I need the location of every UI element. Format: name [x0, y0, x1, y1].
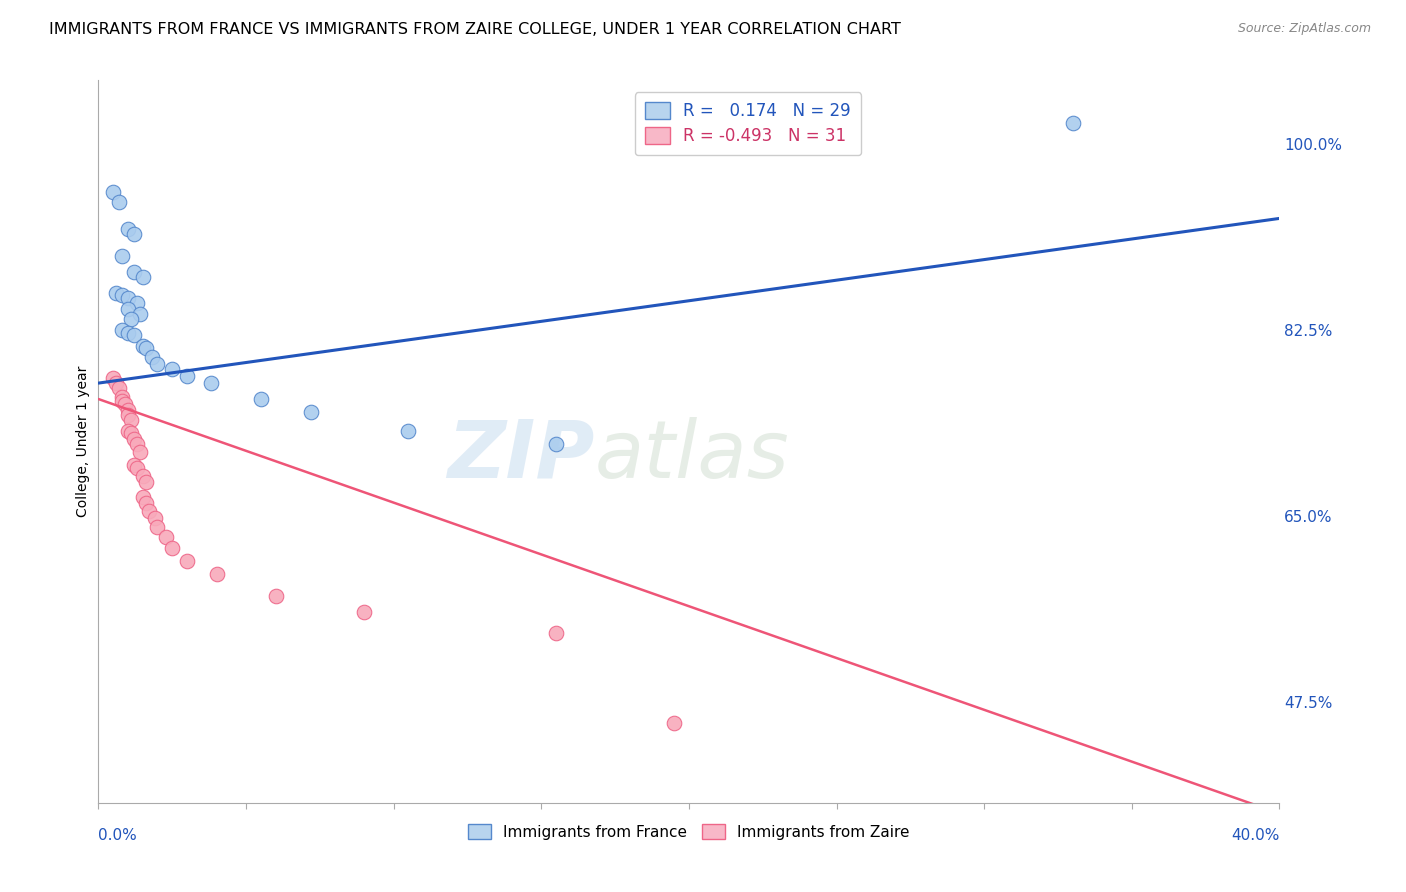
Point [111, 288, 134, 302]
Point [122, 433, 145, 447]
Point [128, 307, 150, 321]
Point [120, 425, 142, 440]
Point [299, 405, 322, 419]
Point [176, 368, 198, 383]
Point [664, 716, 686, 731]
Point [117, 291, 139, 305]
Point [135, 496, 157, 510]
Point [1062, 116, 1084, 130]
Point [546, 625, 568, 640]
Point [117, 408, 139, 422]
Point [111, 390, 134, 404]
Point [250, 392, 273, 406]
Point [162, 362, 183, 376]
Legend: Immigrants from France, Immigrants from Zaire: Immigrants from France, Immigrants from … [461, 818, 917, 846]
Point [111, 323, 134, 337]
Text: ZIP: ZIP [447, 417, 595, 495]
Point [128, 445, 150, 459]
Point [117, 326, 139, 341]
Point [111, 249, 134, 263]
Point [146, 357, 169, 371]
Point [103, 371, 125, 385]
Text: atlas: atlas [595, 417, 789, 495]
Point [132, 269, 155, 284]
Point [132, 490, 155, 504]
Point [117, 424, 139, 438]
Point [146, 519, 169, 533]
Point [122, 458, 145, 472]
Point [132, 339, 155, 353]
Y-axis label: College, Under 1 year: College, Under 1 year [76, 366, 90, 517]
Text: 40.0%: 40.0% [1232, 828, 1279, 843]
Text: 0.0%: 0.0% [98, 828, 138, 843]
Point [111, 394, 134, 409]
Point [122, 264, 145, 278]
Point [264, 589, 287, 603]
Point [138, 503, 160, 517]
Point [125, 436, 148, 450]
Point [155, 530, 177, 544]
Point [117, 222, 139, 236]
Text: Source: ZipAtlas.com: Source: ZipAtlas.com [1237, 22, 1371, 36]
Point [398, 424, 420, 438]
Point [125, 296, 148, 310]
Point [114, 397, 136, 411]
Point [122, 328, 145, 343]
Point [122, 227, 145, 242]
Point [176, 553, 198, 567]
Point [135, 341, 157, 355]
Point [117, 402, 139, 417]
Point [103, 185, 125, 199]
Point [141, 350, 163, 364]
Point [117, 301, 139, 316]
Point [120, 312, 142, 326]
Point [105, 285, 128, 300]
Point [125, 461, 148, 475]
Point [105, 376, 128, 390]
Point [205, 567, 228, 582]
Point [200, 376, 222, 390]
Point [135, 475, 157, 489]
Point [162, 541, 183, 555]
Point [108, 195, 131, 210]
Point [353, 605, 375, 619]
Point [546, 436, 568, 450]
Text: IMMIGRANTS FROM FRANCE VS IMMIGRANTS FROM ZAIRE COLLEGE, UNDER 1 YEAR CORRELATIO: IMMIGRANTS FROM FRANCE VS IMMIGRANTS FRO… [49, 22, 901, 37]
Point [132, 468, 155, 483]
Point [120, 413, 142, 427]
Point [143, 511, 166, 525]
Point [108, 381, 131, 395]
